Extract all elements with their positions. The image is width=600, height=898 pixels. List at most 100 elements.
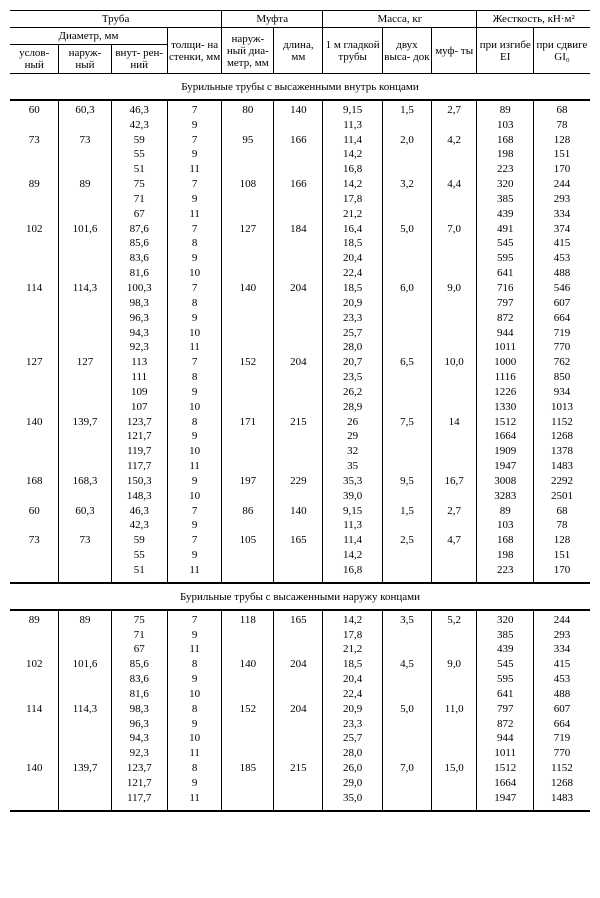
- cell: 9: [167, 474, 221, 489]
- cell: 103: [477, 118, 533, 133]
- hdr-uslov: услов- ный: [10, 45, 59, 74]
- cell: 7,5: [383, 415, 432, 430]
- cell: [431, 672, 477, 687]
- cell: 8: [167, 236, 221, 251]
- cell: [274, 251, 323, 266]
- table-row: 1071028,913301013: [10, 400, 590, 415]
- table-row: 671121,2439334: [10, 642, 590, 657]
- cell: [383, 687, 432, 702]
- cell: 11,4: [323, 133, 383, 148]
- cell: 170: [533, 162, 590, 177]
- cell: 11: [167, 791, 221, 806]
- cell: [383, 489, 432, 504]
- cell: 944: [477, 326, 533, 341]
- cell: 1226: [477, 385, 533, 400]
- cell: [59, 459, 111, 474]
- cell: 8: [167, 415, 221, 430]
- cell: 4,4: [431, 177, 477, 192]
- cell: [274, 776, 323, 791]
- cell: 22,4: [323, 266, 383, 281]
- cell: [274, 147, 323, 162]
- cell: 98,3: [111, 702, 167, 717]
- cell: [431, 776, 477, 791]
- cell: [431, 236, 477, 251]
- hdr-mvys: двух выса- док: [383, 28, 432, 74]
- cell: 85,6: [111, 657, 167, 672]
- cell: 11: [167, 746, 221, 761]
- cell: 1152: [533, 761, 590, 776]
- cell: 10: [167, 731, 221, 746]
- cell: [274, 518, 323, 533]
- cell: 204: [274, 281, 323, 296]
- table-row: 117,71135,019471483: [10, 791, 590, 806]
- cell: 86: [222, 504, 274, 519]
- cell: 872: [477, 311, 533, 326]
- cell: [383, 400, 432, 415]
- table-row: 85,6818,5545415: [10, 236, 590, 251]
- section-title: Бурильные трубы с высаженными наружу кон…: [10, 583, 590, 610]
- cell: [431, 746, 477, 761]
- cell: [431, 628, 477, 643]
- cell: 89: [10, 177, 59, 192]
- cell: 140: [10, 415, 59, 430]
- cell: [59, 266, 111, 281]
- cell: [10, 266, 59, 281]
- cell: 127: [10, 355, 59, 370]
- cell: 7: [167, 281, 221, 296]
- cell: [431, 642, 477, 657]
- cell: [10, 489, 59, 504]
- cell: 107: [111, 400, 167, 415]
- cell: 102: [10, 657, 59, 672]
- cell: [222, 118, 274, 133]
- cell: [222, 489, 274, 504]
- section-title: Бурильные трубы с высаженными внутрь кон…: [10, 74, 590, 100]
- cell: [383, 672, 432, 687]
- cell: 92,3: [111, 746, 167, 761]
- table-header: Труба Муфта Масса, кг Жесткость, кН·м² Д…: [10, 11, 590, 74]
- cell: 770: [533, 340, 590, 355]
- table-row: 42,3911,310378: [10, 518, 590, 533]
- cell: 114: [10, 281, 59, 296]
- cell: [274, 385, 323, 400]
- cell: 127: [59, 355, 111, 370]
- cell: 415: [533, 236, 590, 251]
- table-row: 148,31039,032832501: [10, 489, 590, 504]
- table-row: 737359710516511,42,54,7168128: [10, 533, 590, 548]
- cell: 9: [167, 192, 221, 207]
- cell: [383, 147, 432, 162]
- cell: 488: [533, 687, 590, 702]
- cell: [431, 251, 477, 266]
- cell: 89: [477, 504, 533, 519]
- cell: 14,2: [323, 147, 383, 162]
- table-row: 114114,3100,3714020418,56,09,0716546: [10, 281, 590, 296]
- cell: [383, 518, 432, 533]
- cell: 215: [274, 761, 323, 776]
- cell: 5,2: [431, 610, 477, 628]
- cell: [274, 207, 323, 222]
- cell: 20,9: [323, 702, 383, 717]
- cell: [10, 791, 59, 806]
- cell: 114: [10, 702, 59, 717]
- cell: 20,7: [323, 355, 383, 370]
- cell: 55: [111, 548, 167, 563]
- cell: [59, 296, 111, 311]
- cell: [383, 118, 432, 133]
- cell: [383, 548, 432, 563]
- table-row: 102101,685,6814020418,54,59,0545415: [10, 657, 590, 672]
- cell: 1512: [477, 761, 533, 776]
- cell: 140: [222, 657, 274, 672]
- cell: [383, 311, 432, 326]
- cell: [274, 400, 323, 415]
- cell: [431, 296, 477, 311]
- cell: 51: [111, 563, 167, 578]
- cell: [222, 731, 274, 746]
- cell: 1947: [477, 791, 533, 806]
- cell: 28,9: [323, 400, 383, 415]
- cell: 4,5: [383, 657, 432, 672]
- cell: 35,3: [323, 474, 383, 489]
- cell: 545: [477, 657, 533, 672]
- cell: 719: [533, 326, 590, 341]
- cell: [10, 518, 59, 533]
- hdr-naruj: наруж- ный: [59, 45, 111, 74]
- cell: [274, 687, 323, 702]
